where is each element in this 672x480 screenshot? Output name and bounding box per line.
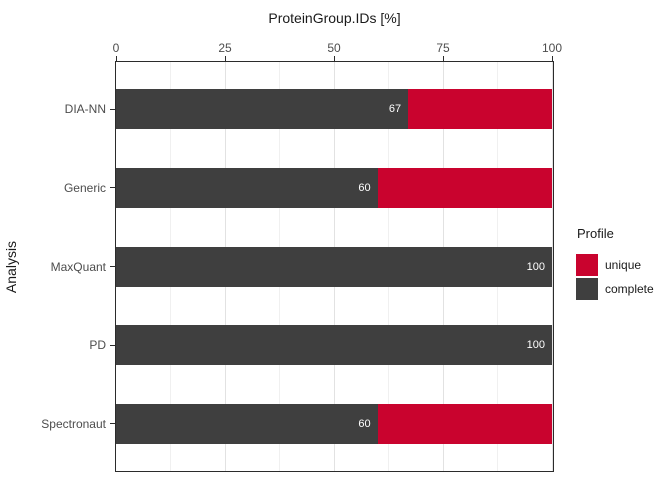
bar-segment-complete: 60: [116, 167, 378, 208]
x-axis-tick: [115, 56, 117, 61]
bar-value-label: 60: [358, 417, 371, 430]
y-axis-tick: [110, 108, 115, 110]
category-label-pd: PD: [89, 338, 106, 353]
legend: Profile unique complete: [576, 226, 654, 301]
bar-segment-complete: 67: [116, 89, 409, 130]
x-axis-tick-label: 0: [112, 41, 120, 55]
x-axis-tick: [551, 56, 553, 61]
x-axis-tick: [224, 56, 226, 61]
x-axis-tick-label: 75: [436, 41, 450, 55]
y-axis-tick: [110, 187, 115, 189]
legend-label: complete: [605, 282, 654, 296]
bar-value-label: 67: [388, 103, 402, 116]
category-label-generic: Generic: [63, 180, 106, 195]
bar-value-label: 100: [526, 339, 545, 352]
legend-item-unique: unique: [576, 253, 654, 277]
x-axis-tick: [333, 56, 335, 61]
x-axis-tick-label: 25: [218, 41, 232, 55]
x-axis-tick-label: 100: [541, 41, 563, 55]
legend-swatch-complete: [576, 278, 598, 300]
y-axis-tick: [110, 423, 115, 425]
bar-segment-unique: [408, 89, 552, 130]
category-label-spectronaut: Spectronaut: [41, 416, 106, 431]
legend-label: unique: [605, 258, 642, 272]
x-axis-tick-label: 50: [327, 41, 341, 55]
x-axis-tick: [442, 56, 444, 61]
chart-title: ProteinGroup.IDs [%]: [268, 10, 401, 26]
bar-segment-unique: [377, 167, 552, 208]
y-axis-tick: [110, 266, 115, 267]
bar-segment-unique: [377, 403, 552, 444]
bar-value-label: 100: [526, 260, 545, 273]
y-axis-tick: [110, 344, 115, 346]
legend-title: Profile: [577, 226, 614, 241]
major-gridline: [551, 62, 553, 471]
plot-panel: 67 60 100 100 60: [115, 61, 554, 472]
legend-items: unique complete: [576, 253, 654, 301]
bar-segment-complete: 100: [116, 246, 552, 287]
legend-swatch-unique: [576, 254, 598, 276]
category-label-dia-nn: DIA-NN: [64, 102, 106, 117]
bar-segment-complete: 60: [116, 403, 378, 444]
bar-segment-complete: 100: [116, 325, 552, 366]
legend-item-complete: complete: [576, 277, 654, 301]
category-label-maxquant: MaxQuant: [50, 259, 106, 274]
bar-value-label: 60: [358, 181, 371, 194]
